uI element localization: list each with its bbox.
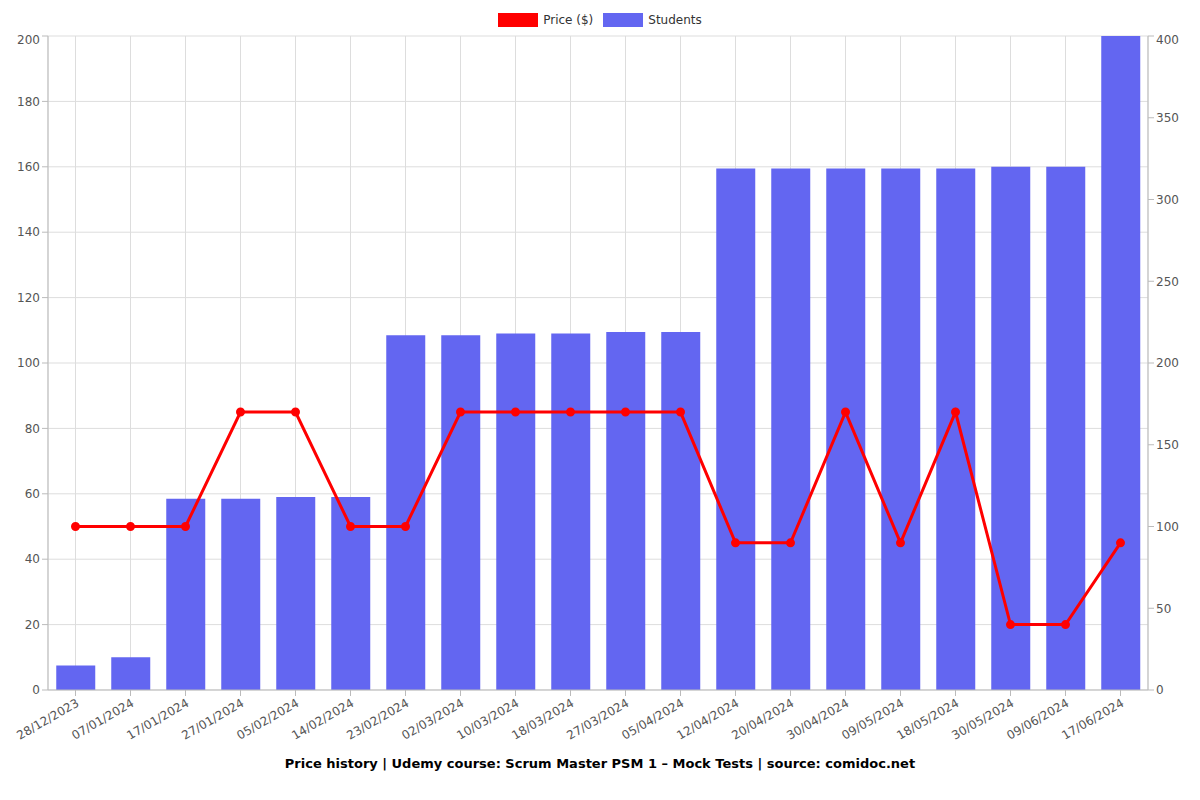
- svg-text:12/04/2024: 12/04/2024: [674, 695, 742, 743]
- svg-text:140: 140: [17, 225, 40, 239]
- svg-text:07/01/2024: 07/01/2024: [69, 695, 137, 743]
- svg-text:250: 250: [1156, 275, 1179, 289]
- svg-text:20: 20: [25, 618, 40, 632]
- svg-text:27/01/2024: 27/01/2024: [179, 695, 247, 743]
- svg-text:18/05/2024: 18/05/2024: [894, 695, 962, 743]
- svg-text:27/03/2024: 27/03/2024: [564, 695, 632, 743]
- html-text:Price ($): Price ($): [543, 13, 594, 27]
- html-text:Students: Students: [648, 13, 702, 27]
- svg-text:20/04/2024: 20/04/2024: [729, 695, 797, 743]
- svg-text:0: 0: [32, 683, 40, 697]
- svg-text:10/03/2024: 10/03/2024: [454, 695, 522, 743]
- svg-text:150: 150: [1156, 438, 1179, 452]
- svg-text:17/06/2024: 17/06/2024: [1059, 696, 1126, 743]
- svg-text:80: 80: [25, 422, 40, 436]
- svg-text:350: 350: [1156, 111, 1179, 125]
- svg-text:100: 100: [1156, 520, 1179, 534]
- svg-text:09/05/2024: 09/05/2024: [839, 695, 907, 743]
- svg-text:0: 0: [1156, 683, 1164, 697]
- svg-text:23/02/2024: 23/02/2024: [344, 695, 412, 743]
- svg-text:120: 120: [17, 291, 40, 305]
- svg-text:200: 200: [17, 33, 40, 47]
- svg-text:50: 50: [1156, 602, 1171, 616]
- svg-text:02/03/2024: 02/03/2024: [399, 695, 467, 743]
- svg-text:28/12/2023: 28/12/2023: [14, 695, 82, 743]
- svg-text:40: 40: [25, 552, 40, 566]
- svg-text:300: 300: [1156, 193, 1179, 207]
- svg-text:400: 400: [1156, 33, 1179, 47]
- svg-text:14/02/2024: 14/02/2024: [289, 695, 357, 743]
- svg-text:160: 160: [17, 160, 40, 174]
- html-text:Price history | Udemy course:: Price history | Udemy course: Scrum Mast…: [284, 756, 916, 771]
- svg-text:05/04/2024: 05/04/2024: [619, 695, 687, 743]
- svg-text:100: 100: [17, 356, 40, 370]
- svg-text:18/03/2024: 18/03/2024: [509, 695, 577, 743]
- svg-text:30/05/2024: 30/05/2024: [949, 695, 1017, 743]
- svg-text:17/01/2024: 17/01/2024: [124, 695, 192, 743]
- svg-text:30/04/2024: 30/04/2024: [784, 695, 852, 743]
- svg-text:09/06/2024: 09/06/2024: [1004, 695, 1072, 743]
- svg-text:180: 180: [17, 95, 40, 109]
- svg-text:05/02/2024: 05/02/2024: [234, 695, 302, 743]
- svg-text:200: 200: [1156, 356, 1179, 370]
- svg-text:60: 60: [25, 487, 40, 501]
